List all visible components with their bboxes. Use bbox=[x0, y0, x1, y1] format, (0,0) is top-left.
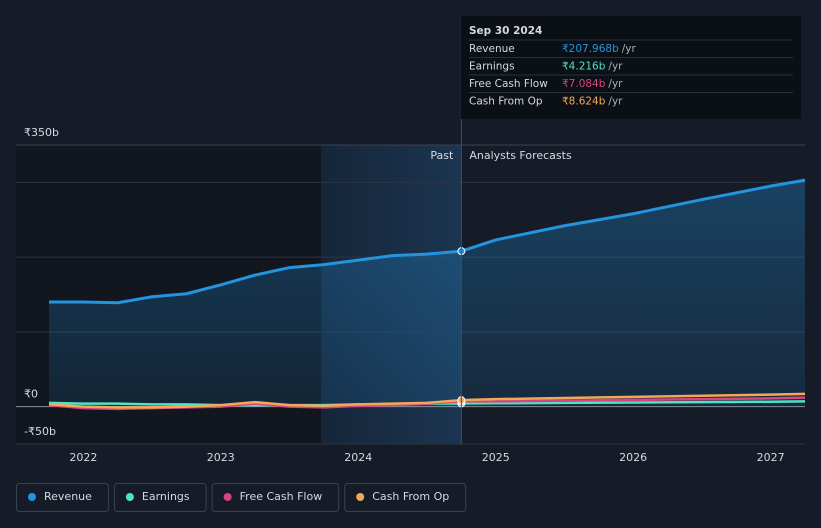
legend-item[interactable]: Earnings bbox=[113, 483, 207, 512]
tooltip-value: ₹207.968b/yr bbox=[562, 43, 637, 55]
legend-label: Cash From Op bbox=[372, 490, 449, 503]
tooltip-value: ₹8.624b/yr bbox=[562, 96, 623, 108]
legend-swatch bbox=[125, 493, 134, 501]
legend-swatch bbox=[223, 493, 232, 501]
legend[interactable]: Revenue Earnings Free Cash Flow Cash From O… bbox=[16, 483, 467, 512]
tooltip-unit: /yr bbox=[608, 96, 623, 108]
tooltip-value-number: ₹207.968b bbox=[562, 43, 619, 55]
tooltip-unit: /yr bbox=[608, 61, 623, 73]
y-tick-label: ₹350b bbox=[24, 126, 59, 139]
x-tick-label: 2024 bbox=[344, 451, 372, 464]
area bbox=[48, 180, 805, 407]
line bbox=[48, 392, 806, 409]
tooltip-title: Sep 30 2024 bbox=[469, 25, 542, 37]
tooltip-box bbox=[461, 16, 801, 119]
tooltip-value: ₹7.084b/yr bbox=[562, 78, 623, 90]
tooltip-unit: /yr bbox=[622, 43, 637, 55]
forecast-label: Analysts Forecasts bbox=[469, 149, 572, 162]
tooltip-value-number: ₹4.216b bbox=[562, 61, 606, 73]
tooltip-label: Cash From Op bbox=[469, 96, 543, 108]
legend-swatch bbox=[356, 493, 365, 501]
tooltip-unit: /yr bbox=[608, 78, 623, 90]
x-tick-label: 2023 bbox=[207, 451, 235, 464]
tooltip-label: Revenue bbox=[469, 43, 515, 55]
legend-item[interactable]: Cash From Op bbox=[344, 483, 467, 512]
legend-label: Earnings bbox=[142, 490, 190, 503]
past-label: Past bbox=[430, 149, 454, 162]
tooltip-label: Earnings bbox=[469, 61, 515, 73]
axes: ₹350b ₹0 -₹50b 2022 2023 2024 2025 2026 2027 Past… bbox=[24, 16, 785, 464]
line bbox=[48, 178, 806, 305]
legend-box bbox=[113, 483, 207, 512]
legend-item[interactable]: Free Cash Flow bbox=[211, 483, 340, 512]
y-tick-label: ₹0 bbox=[24, 388, 38, 401]
legend-swatch bbox=[28, 493, 36, 501]
tooltip-value-number: ₹8.624b bbox=[562, 96, 606, 108]
x-tick-label: 2027 bbox=[757, 451, 785, 464]
tooltip-value-number: ₹7.084b bbox=[562, 78, 606, 90]
tooltip: Sep 30 2024 Revenue ₹207.968b/yr Earnings ₹4… bbox=[461, 16, 801, 119]
legend-box bbox=[16, 483, 109, 512]
tooltip-value: ₹4.216b/yr bbox=[562, 61, 623, 73]
legend-item[interactable]: Revenue bbox=[16, 483, 109, 512]
tooltip-label: Free Cash Flow bbox=[469, 78, 548, 90]
legend-box bbox=[344, 483, 467, 512]
legend-label: Free Cash Flow bbox=[240, 490, 323, 503]
x-tick-label: 2026 bbox=[619, 451, 647, 464]
legend-box bbox=[211, 483, 340, 512]
x-tick-label: 2025 bbox=[482, 451, 510, 464]
x-tick-label: 2022 bbox=[69, 451, 97, 464]
legend-label: Revenue bbox=[44, 490, 92, 503]
y-tick-label: -₹50b bbox=[24, 425, 56, 438]
